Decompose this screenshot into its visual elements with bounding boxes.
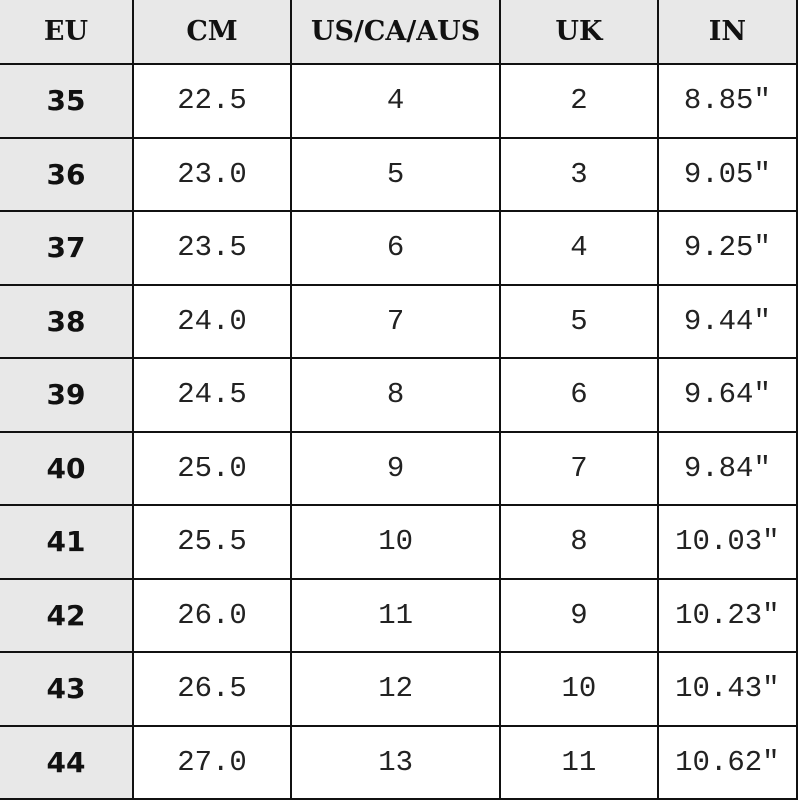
cell-in: 10.03″ <box>656 504 799 580</box>
table-row: 44 27.0 13 11 10.62″ <box>0 724 799 800</box>
cell-cm: 24.0 <box>131 283 293 359</box>
cell-eu: 36 <box>0 136 134 212</box>
cell-uk: 11 <box>499 724 659 800</box>
cell-eu: 39 <box>0 357 134 433</box>
cell-eu: 43 <box>0 651 134 727</box>
cell-us: 7 <box>290 283 502 359</box>
cell-uk: 2 <box>499 63 659 139</box>
cell-us: 8 <box>290 357 502 433</box>
cell-eu: 41 <box>0 504 134 580</box>
cell-cm: 25.0 <box>131 430 293 506</box>
cell-us: 12 <box>290 651 502 727</box>
cell-in: 10.43″ <box>656 651 799 727</box>
cell-eu: 44 <box>0 724 134 800</box>
header-eu: EU <box>0 0 134 65</box>
cell-us: 11 <box>290 577 502 653</box>
cell-us: 10 <box>290 504 502 580</box>
cell-cm: 26.5 <box>131 651 293 727</box>
table-row: 41 25.5 10 8 10.03″ <box>0 504 799 580</box>
cell-cm: 27.0 <box>131 724 293 800</box>
cell-cm: 23.0 <box>131 136 293 212</box>
cell-in: 8.85″ <box>656 63 799 139</box>
cell-us: 6 <box>290 210 502 286</box>
cell-in: 9.84″ <box>656 430 799 506</box>
cell-uk: 5 <box>499 283 659 359</box>
cell-cm: 24.5 <box>131 357 293 433</box>
cell-eu: 35 <box>0 63 134 139</box>
cell-us: 5 <box>290 136 502 212</box>
cell-eu: 40 <box>0 430 134 506</box>
cell-uk: 8 <box>499 504 659 580</box>
cell-in: 9.05″ <box>656 136 799 212</box>
cell-cm: 25.5 <box>131 504 293 580</box>
table-row: 35 22.5 4 2 8.85″ <box>0 63 799 139</box>
cell-in: 9.44″ <box>656 283 799 359</box>
cell-cm: 26.0 <box>131 577 293 653</box>
table-row: 42 26.0 11 9 10.23″ <box>0 577 799 653</box>
cell-eu: 42 <box>0 577 134 653</box>
cell-uk: 10 <box>499 651 659 727</box>
header-uk: UK <box>499 0 659 65</box>
cell-us: 13 <box>290 724 502 800</box>
table-row: 37 23.5 6 4 9.25″ <box>0 210 799 286</box>
header-cm: CM <box>131 0 293 65</box>
cell-cm: 22.5 <box>131 63 293 139</box>
table-row: 36 23.0 5 3 9.05″ <box>0 136 799 212</box>
cell-uk: 4 <box>499 210 659 286</box>
table-row: 43 26.5 12 10 10.43″ <box>0 651 799 727</box>
cell-in: 10.23″ <box>656 577 799 653</box>
table-row: 38 24.0 7 5 9.44″ <box>0 283 799 359</box>
table-row: 39 24.5 8 6 9.64″ <box>0 357 799 433</box>
cell-uk: 9 <box>499 577 659 653</box>
header-us: US/CA/AUS <box>290 0 502 65</box>
cell-in: 9.64″ <box>656 357 799 433</box>
cell-cm: 23.5 <box>131 210 293 286</box>
cell-uk: 3 <box>499 136 659 212</box>
table-row: 40 25.0 9 7 9.84″ <box>0 430 799 506</box>
header-row: EU CM US/CA/AUS UK IN <box>0 0 799 65</box>
header-in: IN <box>656 0 799 65</box>
cell-uk: 7 <box>499 430 659 506</box>
cell-eu: 37 <box>0 210 134 286</box>
cell-in: 9.25″ <box>656 210 799 286</box>
cell-us: 4 <box>290 63 502 139</box>
cell-eu: 38 <box>0 283 134 359</box>
cell-in: 10.62″ <box>656 724 799 800</box>
cell-uk: 6 <box>499 357 659 433</box>
cell-us: 9 <box>290 430 502 506</box>
